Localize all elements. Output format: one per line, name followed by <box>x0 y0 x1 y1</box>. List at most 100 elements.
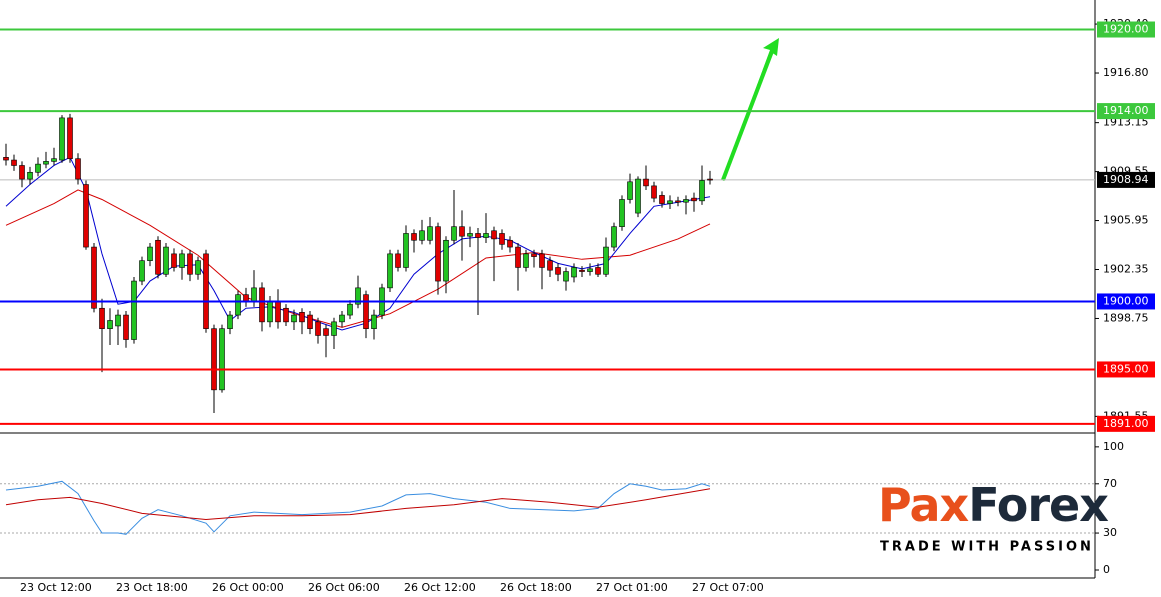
y-tick-label: 30 <box>1103 526 1117 539</box>
candle-body <box>539 253 545 268</box>
candle-body <box>187 253 193 275</box>
candle-body <box>75 158 81 180</box>
candle-body <box>587 268 593 272</box>
level-box <box>1097 293 1155 310</box>
candle-body <box>659 195 665 204</box>
candle-body <box>323 328 329 336</box>
candle-body <box>123 314 129 340</box>
candle-body <box>699 180 705 202</box>
candle-body <box>611 226 617 248</box>
candle-body <box>427 226 433 241</box>
candle-body <box>651 185 657 199</box>
candle-body <box>171 253 177 268</box>
candle-body <box>443 239 449 282</box>
candle-body <box>147 246 153 261</box>
candle-body <box>395 253 401 268</box>
candle-body <box>707 178 713 181</box>
candle-body <box>59 117 65 161</box>
candle-body <box>115 314 121 327</box>
candle-body <box>11 159 17 166</box>
candle-body <box>475 233 481 238</box>
candle-body <box>275 301 281 323</box>
current-price-box <box>1097 171 1155 188</box>
candle-body <box>67 117 73 159</box>
candle-body <box>19 165 25 180</box>
candle-body <box>451 226 457 241</box>
candle-body <box>163 246 169 275</box>
candle-body <box>459 226 465 237</box>
candle-body <box>411 233 417 241</box>
candle-body <box>35 163 41 173</box>
candle-body <box>251 287 257 302</box>
candle-body <box>403 233 409 268</box>
candle-body <box>563 271 569 282</box>
candle-body <box>107 320 113 329</box>
candle-body <box>683 199 689 203</box>
candle-body <box>467 233 473 237</box>
candle-body <box>507 239 513 248</box>
candle-body <box>547 260 553 271</box>
current-price-label: 1908.94 <box>1103 173 1149 186</box>
level-label: 1900.00 <box>1103 294 1149 307</box>
level-label: 1891.00 <box>1103 417 1149 430</box>
y-tick-label: 0 <box>1103 563 1110 576</box>
x-tick-label: 23 Oct 12:00 <box>20 581 92 594</box>
candle-body <box>627 181 633 200</box>
candle-body <box>83 184 89 248</box>
candle-body <box>483 233 489 238</box>
candle-body <box>339 314 345 323</box>
candle-body <box>635 178 641 214</box>
candle-body <box>491 230 497 240</box>
level-box <box>1097 103 1155 120</box>
candle-body <box>579 269 585 272</box>
trend-arrow-shaft <box>721 45 776 181</box>
x-tick-label: 23 Oct 18:00 <box>116 581 188 594</box>
y-tick-label: 1916.80 <box>1103 66 1149 79</box>
x-tick-label: 26 Oct 06:00 <box>308 581 380 594</box>
candle-body <box>291 314 297 323</box>
candle-body <box>91 246 97 309</box>
candle-body <box>419 230 425 241</box>
candle-body <box>595 267 601 275</box>
y-tick-label: 1898.75 <box>1103 311 1149 324</box>
y-tick-label: 1902.35 <box>1103 263 1149 276</box>
candle-body <box>643 178 649 187</box>
candle-body <box>235 294 241 316</box>
oscillator-line <box>5 488 711 521</box>
candle-body <box>531 253 537 257</box>
candle-body <box>515 246 521 268</box>
candle-body <box>603 246 609 275</box>
candle-body <box>195 260 201 275</box>
candle-body <box>619 199 625 227</box>
level-box <box>1097 361 1155 378</box>
candle-body <box>675 200 681 203</box>
candle-body <box>347 303 353 316</box>
candle-body <box>691 197 697 202</box>
candle-body <box>371 314 377 329</box>
candle-body <box>387 253 393 289</box>
x-tick-label: 27 Oct 07:00 <box>692 581 764 594</box>
candle-body <box>555 267 561 275</box>
candle-body <box>139 260 145 282</box>
logo-brand: PaxForex <box>878 478 1108 532</box>
oscillator-line <box>5 480 711 535</box>
y-tick-label: 1905.95 <box>1103 214 1149 227</box>
candle-body <box>267 301 273 323</box>
level-box <box>1097 415 1155 432</box>
candle-body <box>363 294 369 329</box>
candle-body <box>43 161 49 165</box>
candle-body <box>299 312 305 323</box>
candle-body <box>259 287 265 323</box>
candle-body <box>523 253 529 268</box>
candle-body <box>219 328 225 391</box>
x-tick-label: 26 Oct 18:00 <box>500 581 572 594</box>
level-label: 1914.00 <box>1103 104 1149 117</box>
candle-body <box>283 307 289 323</box>
candle-body <box>203 253 209 329</box>
candle-body <box>99 307 105 329</box>
candle-body <box>179 253 185 268</box>
logo-tagline: TRADE WITH PASSION <box>880 540 1094 555</box>
candle-body <box>227 314 233 329</box>
x-tick-label: 26 Oct 12:00 <box>404 581 476 594</box>
